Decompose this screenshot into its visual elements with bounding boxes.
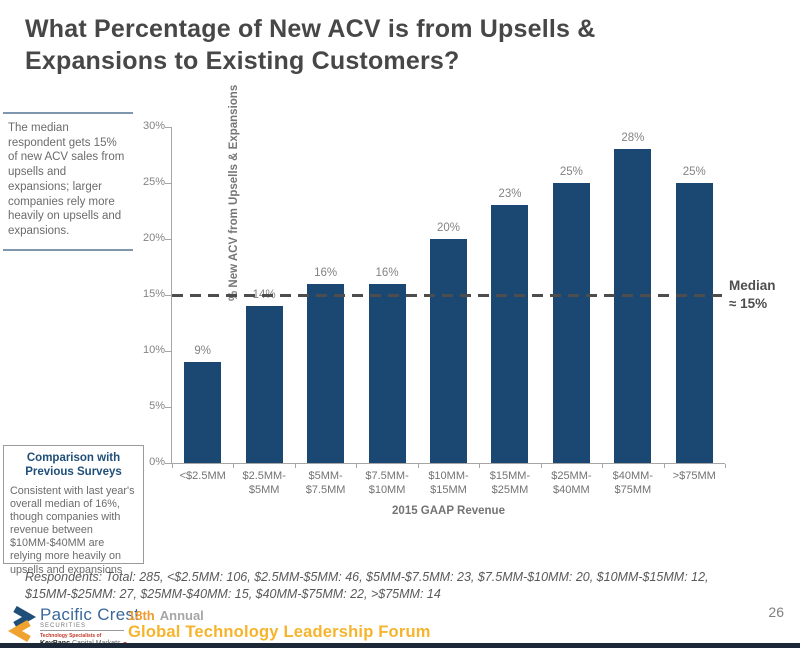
bar-value-label: 20% xyxy=(436,222,461,234)
comparison-box: Comparison with Previous Surveys Consist… xyxy=(3,445,144,576)
event-title-block: 18th Annual Global Technology Leadership … xyxy=(128,608,431,642)
y-tick-label: 0% xyxy=(149,456,165,468)
y-tick-label: 25% xyxy=(142,176,165,188)
x-axis-line xyxy=(166,463,725,464)
y-tick-label: 30% xyxy=(142,120,165,132)
x-category-label: $40MM- $75MM xyxy=(612,470,653,496)
y-tick xyxy=(165,294,171,296)
bar xyxy=(552,183,590,463)
x-tick xyxy=(602,464,604,468)
x-tick xyxy=(172,464,173,468)
event-annual-number: 18th xyxy=(128,608,155,623)
event-annual-word: Annual xyxy=(159,608,204,623)
comparison-box-body: Consistent with last year's overall medi… xyxy=(10,484,135,576)
bar-value-label: 25% xyxy=(682,166,706,178)
x-category-label: $7.5MM- $10MM xyxy=(365,470,409,496)
x-tick xyxy=(417,464,419,468)
page-number: 26 xyxy=(768,604,784,620)
bar xyxy=(307,283,345,463)
bar xyxy=(491,205,529,463)
x-category-label: >$75MM xyxy=(672,470,716,482)
bar xyxy=(245,306,283,463)
bar-value-label: 16% xyxy=(375,266,399,279)
x-tick xyxy=(540,464,542,468)
bar-value-label: 16% xyxy=(314,266,338,279)
chevron-logo-icon xyxy=(8,606,36,642)
pacific-crest-logo: Pacific Crest SECURITIES Technology Spec… xyxy=(8,606,139,647)
logo-securities-row: SECURITIES xyxy=(40,623,124,631)
slide-title-line2: Expansions to Existing Customers? xyxy=(25,46,460,75)
y-tick xyxy=(165,406,171,408)
bar-value-label: 25% xyxy=(559,166,583,178)
y-tick xyxy=(165,126,171,128)
logo-company-name: Pacific Crest xyxy=(40,605,140,624)
slide-title-line1: What Percentage of New ACV is from Upsel… xyxy=(25,15,596,43)
y-tick-label: 20% xyxy=(142,232,165,244)
y-tick-label: 10% xyxy=(142,344,165,356)
y-tick xyxy=(165,462,171,464)
x-tick xyxy=(725,464,726,468)
event-annual-line: 18th Annual xyxy=(128,608,431,623)
x-tick xyxy=(479,464,481,468)
y-tick xyxy=(165,182,171,184)
y-axis-line xyxy=(171,127,172,463)
bar-value-label: 23% xyxy=(498,188,522,201)
bar-chart: % New ACV from Upsells & Expansions 2015… xyxy=(143,85,776,517)
y-axis-title: % New ACV from Upsells & Expansions xyxy=(228,84,241,301)
bar xyxy=(184,362,222,463)
x-category-label: $5MM- $7.5MM xyxy=(305,470,346,496)
x-tick xyxy=(663,464,665,468)
median-annotation: Median ≈ 15% xyxy=(729,278,776,311)
bar-value-label: 9% xyxy=(194,345,212,358)
x-category-label: $25MM- $40MM xyxy=(551,470,592,496)
logo-securities-label: SECURITIES xyxy=(40,623,87,629)
sidebar-note-text: The median respondent gets 15% of new AC… xyxy=(8,122,125,238)
y-tick xyxy=(165,238,171,240)
x-category-label: <$2.5MM xyxy=(179,470,226,482)
bar xyxy=(368,283,406,463)
x-category-label: $10MM- $15MM xyxy=(428,470,469,496)
x-axis-title: 2015 GAAP Revenue xyxy=(392,505,505,517)
footer-accent-bar xyxy=(0,643,800,648)
comparison-box-title: Comparison with Previous Surveys xyxy=(25,452,122,478)
x-category-label: $2.5MM- $5MM xyxy=(242,470,286,496)
y-tick-label: 5% xyxy=(149,400,165,412)
sidebar-note: The median respondent gets 15% of new AC… xyxy=(3,112,133,251)
event-forum-name: Global Technology Leadership Forum xyxy=(128,623,431,641)
median-dashed-line xyxy=(172,293,722,297)
slide-title: What Percentage of New ACV is from Upsel… xyxy=(25,14,705,77)
bar xyxy=(675,183,713,463)
x-tick xyxy=(294,464,296,468)
x-category-label: $15MM- $25MM xyxy=(489,470,531,496)
bar xyxy=(614,149,652,463)
x-tick xyxy=(356,464,358,468)
bar xyxy=(430,239,467,463)
respondents-note: Respondents: Total: 285, <$2.5MM: 106, $… xyxy=(25,570,709,601)
logo-text-block: Pacific Crest SECURITIES Technology Spec… xyxy=(40,606,139,647)
y-tick-label: 15% xyxy=(142,288,165,300)
logo-tagline: Technology Specialists of xyxy=(40,633,102,639)
bar-value-label: 28% xyxy=(621,132,645,145)
y-tick xyxy=(165,350,171,352)
x-tick xyxy=(233,464,235,468)
